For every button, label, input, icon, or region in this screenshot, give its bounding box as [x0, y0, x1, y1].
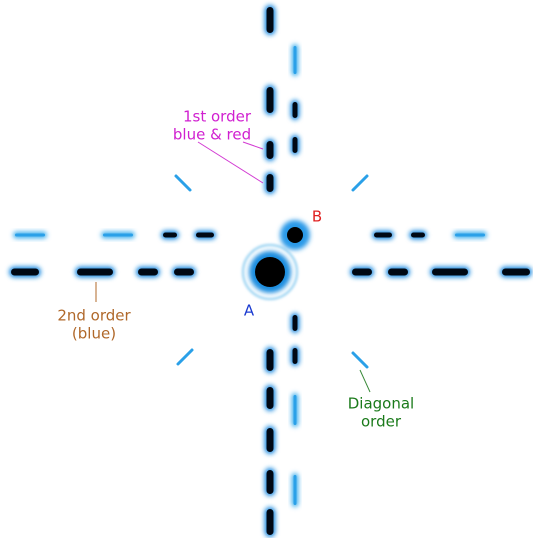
spot-b [280, 220, 310, 250]
label-line: 1st order [183, 108, 252, 126]
label-line: 2nd order [57, 307, 131, 325]
spot [264, 172, 276, 194]
label-a: A [244, 302, 255, 320]
diagonal-spot [351, 351, 369, 369]
spot [290, 135, 300, 155]
spot-core [292, 137, 298, 153]
label-line: order [361, 413, 402, 431]
spot-core [266, 428, 274, 452]
spot-core [163, 232, 177, 238]
leaders [95, 141, 371, 393]
spot-core [432, 268, 468, 276]
spot-core [352, 268, 372, 276]
spot [264, 347, 276, 373]
spot-core [293, 475, 297, 505]
spot-core [411, 232, 425, 238]
spot [291, 393, 299, 427]
spot-core [266, 87, 274, 113]
spot [264, 507, 276, 537]
spot [9, 266, 41, 278]
spot-core [138, 268, 158, 276]
spot-core [196, 232, 214, 238]
leader-line [197, 141, 264, 184]
spot-core [293, 395, 297, 425]
spot [291, 473, 299, 507]
spot-core [11, 268, 39, 276]
diagonal-spot [176, 348, 194, 366]
spot [453, 231, 487, 239]
spot-core [374, 232, 392, 238]
spot-core [266, 7, 274, 33]
leader-line [242, 141, 264, 150]
spot [13, 231, 47, 239]
spot-core [266, 387, 274, 409]
spot-core [455, 233, 485, 237]
spot [172, 266, 196, 278]
spot-a [242, 244, 298, 300]
spot [290, 100, 300, 120]
spot [409, 230, 427, 240]
spots [9, 5, 532, 537]
spot-core [502, 268, 530, 276]
spot [290, 346, 300, 366]
spot [372, 230, 394, 240]
diagonal-spot [174, 174, 192, 192]
spot-core [266, 470, 274, 494]
label-line: blue & red [173, 126, 251, 144]
spot [264, 385, 276, 411]
spot [500, 266, 532, 278]
spot [350, 266, 374, 278]
spot [75, 266, 115, 278]
diagonal-spot [351, 174, 369, 192]
spot [264, 5, 276, 35]
spot-core [292, 315, 298, 331]
spot-core [292, 348, 298, 364]
spot-core [15, 233, 45, 237]
spot-core [266, 509, 274, 535]
spot-core [266, 141, 274, 159]
spot [386, 266, 410, 278]
spot-core [266, 174, 274, 192]
spot [264, 426, 276, 454]
spot-core [293, 46, 297, 74]
spot [101, 231, 135, 239]
spot [290, 313, 300, 333]
spot-core [103, 233, 133, 237]
spot [264, 85, 276, 115]
spot [194, 230, 216, 240]
spot-core [292, 102, 298, 118]
spot-core [174, 268, 194, 276]
label-line: Diagonal [348, 395, 414, 413]
spot [136, 266, 160, 278]
spot-core [266, 349, 274, 371]
spot [264, 139, 276, 161]
spot [264, 468, 276, 496]
spot-core [388, 268, 408, 276]
spot [291, 44, 299, 76]
leader-line [359, 369, 371, 393]
label-b: B [312, 208, 322, 226]
spot-core [77, 268, 113, 276]
spot [430, 266, 470, 278]
label-line: (blue) [72, 325, 116, 343]
spot [161, 230, 179, 240]
